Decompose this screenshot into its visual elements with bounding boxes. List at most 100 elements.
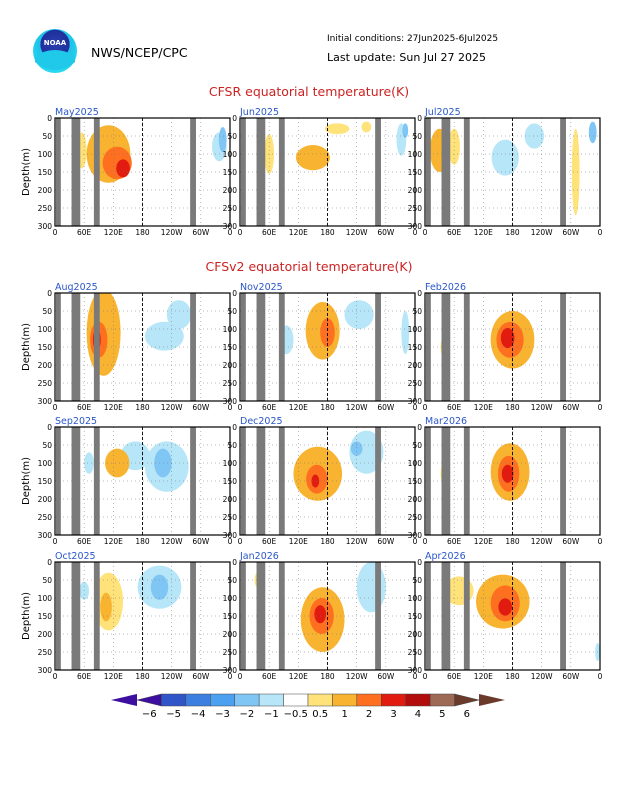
colorbar-label: 6 (464, 709, 470, 720)
land-mask (463, 562, 470, 670)
y-tick-label: 150 (408, 612, 423, 621)
land-mask (93, 118, 100, 226)
x-tick-label: 60E (262, 228, 277, 237)
y-tick-label: 300 (223, 531, 238, 540)
x-tick-label: 0 (423, 537, 428, 546)
anomaly-region (154, 448, 172, 478)
x-tick-label: 0 (598, 537, 603, 546)
anomaly-region (402, 123, 409, 138)
anomaly-region (311, 474, 320, 488)
y-tick-label: 100 (38, 325, 53, 334)
y-tick-label: 0 (47, 423, 52, 432)
y-tick-label: 300 (408, 222, 423, 231)
y-tick-label: 0 (47, 558, 52, 567)
x-tick-label: 0 (238, 228, 243, 237)
land-mask (190, 118, 196, 226)
x-tick-label: 180 (135, 403, 150, 412)
x-tick-label: 0 (228, 672, 233, 681)
y-tick-label: 100 (223, 325, 238, 334)
colorbar-swatch (136, 693, 162, 707)
y-axis-label: Depth(m) (21, 148, 32, 196)
colorbar-swatch (210, 693, 235, 707)
y-tick-label: 50 (412, 576, 422, 585)
x-tick-label: 60E (77, 403, 92, 412)
x-tick-label: 0 (598, 403, 603, 412)
land-mask (463, 427, 470, 535)
x-tick-label: 0 (598, 228, 603, 237)
panel-label: Mar2026 (425, 416, 467, 427)
y-tick-label: 200 (38, 186, 53, 195)
y-tick-label: 100 (408, 150, 423, 159)
y-axis-label: Depth(m) (21, 457, 32, 505)
anomaly-region (361, 121, 372, 133)
colorbar-label: 2 (366, 709, 372, 720)
anomaly-region (84, 452, 94, 474)
colorbar-swatch (234, 693, 260, 707)
section-title: CFSv2 equatorial temperature(K) (206, 259, 413, 274)
y-tick-label: 250 (223, 204, 238, 213)
x-tick-label: 120E (289, 403, 308, 412)
x-tick-label: 180 (135, 672, 150, 681)
land-mask (190, 427, 196, 535)
x-tick-label: 0 (228, 537, 233, 546)
y-tick-label: 50 (227, 307, 237, 316)
x-tick-label: 60E (447, 672, 462, 681)
x-tick-label: 60W (192, 228, 210, 237)
panel-label: Jan2026 (239, 551, 279, 562)
x-tick-label: 120E (474, 228, 493, 237)
anomaly-region (144, 321, 184, 351)
panel-frame (54, 292, 231, 402)
x-tick-label: 120E (474, 537, 493, 546)
x-tick-label: 180 (320, 403, 335, 412)
x-tick-label: 120W (346, 672, 368, 681)
y-tick-label: 50 (412, 132, 422, 141)
x-tick-label: 180 (505, 228, 520, 237)
last-update: Last update: Sun Jul 27 2025 (327, 51, 486, 64)
y-tick-label: 50 (42, 441, 52, 450)
colorbar-label: −5 (166, 709, 181, 720)
panel-frame (54, 426, 231, 536)
y-tick-label: 150 (408, 168, 423, 177)
anomaly-region (500, 327, 515, 349)
x-tick-label: 0 (413, 537, 418, 546)
anomaly-region (356, 562, 386, 613)
y-tick-label: 50 (227, 132, 237, 141)
x-tick-label: 0 (423, 403, 428, 412)
colorbar-label: 3 (390, 709, 396, 720)
x-tick-label: 60E (447, 537, 462, 546)
x-tick-label: 60E (262, 672, 277, 681)
y-tick-label: 250 (38, 379, 53, 388)
x-tick-label: 0 (413, 672, 418, 681)
y-tick-label: 0 (417, 558, 422, 567)
noaa-logo-text: NOAA (44, 39, 67, 47)
panel-label: Jul2025 (424, 107, 461, 118)
y-tick-label: 100 (38, 150, 53, 159)
anomaly-region (218, 127, 227, 153)
y-axis-label: Depth(m) (21, 323, 32, 371)
panel-frame (424, 426, 601, 536)
panel-label: Nov2025 (240, 282, 283, 293)
agency-label: NWS/NCEP/CPC (91, 45, 188, 60)
x-tick-label: 120E (104, 403, 123, 412)
y-tick-label: 300 (38, 666, 53, 675)
x-tick-label: 120E (474, 672, 493, 681)
x-tick-label: 0 (238, 403, 243, 412)
land-mask (55, 562, 61, 670)
anomaly-region (401, 311, 410, 355)
panel-label: Oct2025 (55, 551, 96, 562)
land-mask (240, 293, 246, 401)
x-tick-label: 0 (238, 537, 243, 546)
x-tick-label: 180 (505, 537, 520, 546)
land-mask (560, 427, 566, 535)
y-tick-label: 100 (38, 594, 53, 603)
y-tick-label: 50 (42, 132, 52, 141)
land-mask (240, 562, 246, 670)
y-tick-label: 200 (408, 495, 423, 504)
panel-frame (424, 117, 601, 227)
y-tick-label: 100 (408, 459, 423, 468)
anomaly-region (588, 121, 597, 144)
y-tick-label: 100 (38, 459, 53, 468)
